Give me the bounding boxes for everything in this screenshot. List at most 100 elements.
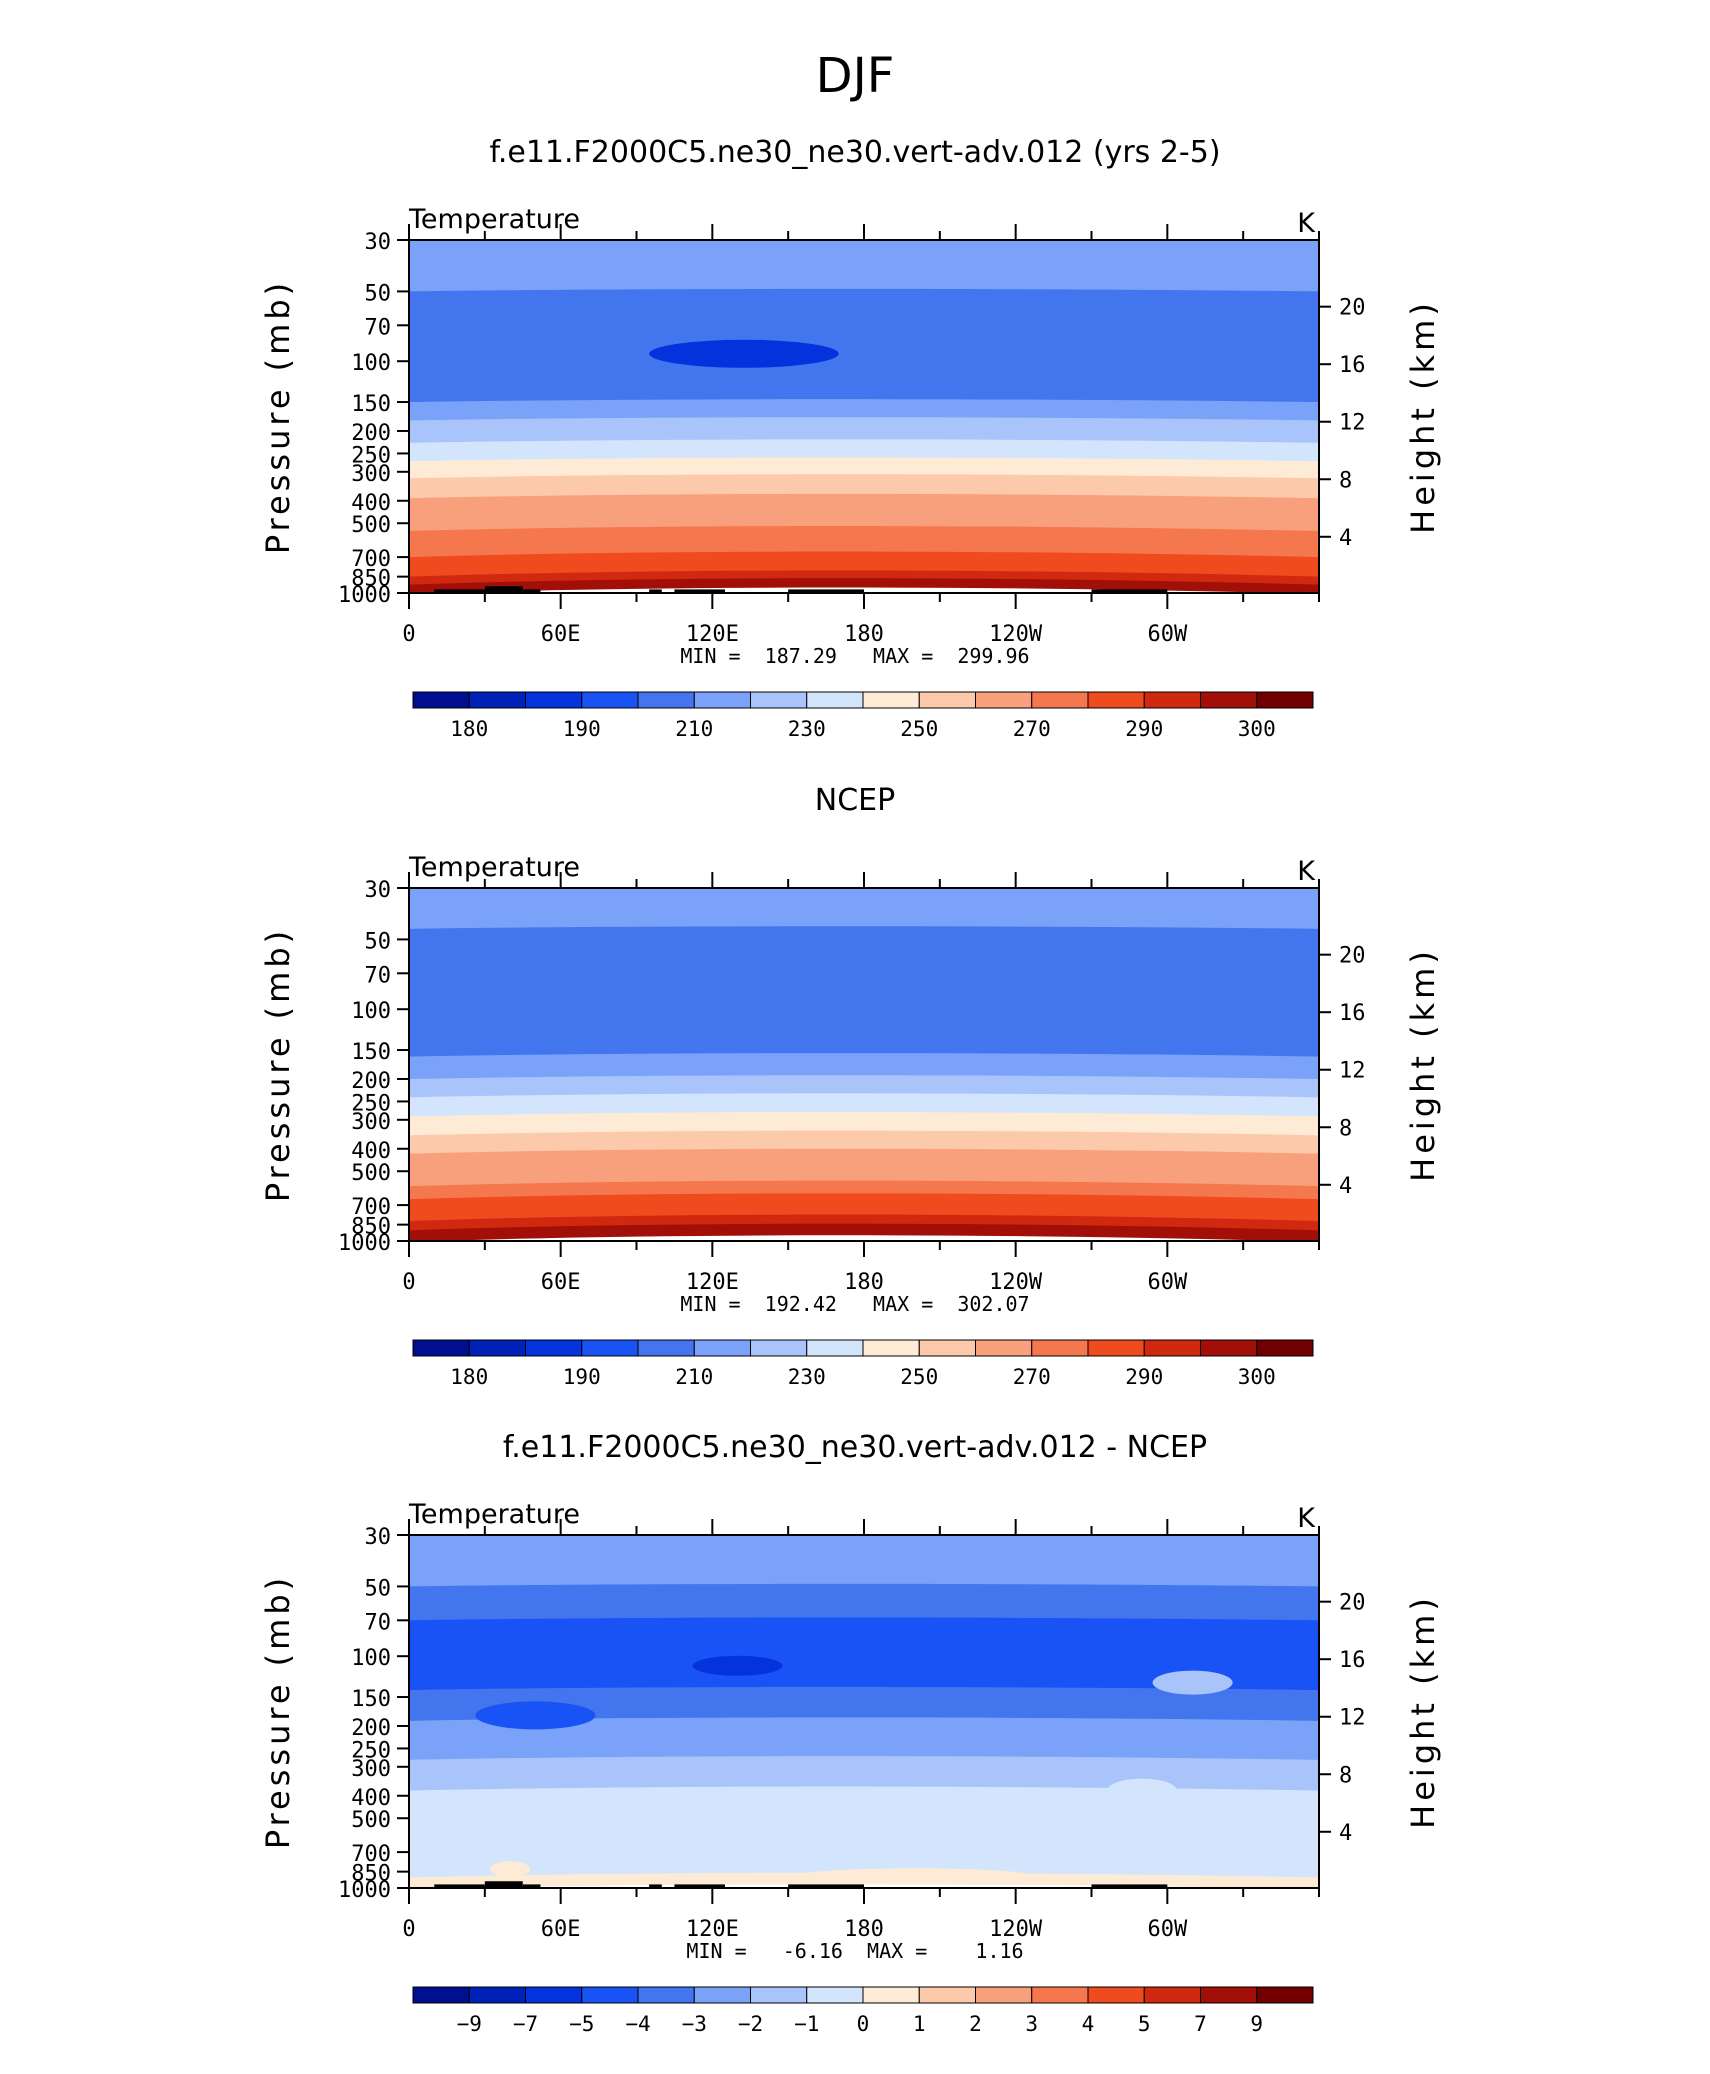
colorbar-box [1087,1339,1145,1357]
colorbar-box [693,1339,751,1357]
colorbar-label: 1 [913,2012,926,2036]
colorbar-label: 290 [1125,717,1163,741]
y-tick-label: 1000 [338,1231,391,1256]
panel-title: NCEP [815,783,895,818]
y-right-tick-label: 12 [1339,1059,1366,1084]
y-right-tick-label: 16 [1339,1001,1366,1026]
colorbar-box [525,1339,583,1357]
field [409,240,1319,593]
y-tick-label: 250 [351,1738,391,1763]
colorbar-box [1256,1986,1314,2004]
colorbar-box [693,691,751,709]
colorbar-label: 190 [563,717,601,741]
y-tick-label: 400 [351,491,391,516]
topography [788,589,864,593]
y-tick-label: 300 [351,1110,391,1135]
cold-core [649,339,839,368]
y-tick-label: 250 [351,1091,391,1116]
contour-band [409,493,1319,516]
topography [1091,589,1168,593]
colorbar-box [750,1339,808,1357]
contour-band [409,1756,1319,1792]
colorbar-box [862,1339,920,1357]
anomaly-blob [490,1861,531,1878]
y-tick-label: 300 [351,1757,391,1782]
y-tick-label: 200 [351,1716,391,1741]
colorbar-label: 270 [1013,717,1051,741]
y-tick-label: 50 [365,281,392,306]
topography [522,1884,541,1888]
topography [649,589,662,593]
x-tick-label: 60E [541,1270,581,1295]
contour-band [409,399,1319,422]
y-tick-label: 400 [351,1139,391,1164]
colorbar-box [975,691,1033,709]
figure-title: DJF [816,48,895,104]
x-tick-label: 120W [989,1270,1043,1295]
anomaly-blob [1107,1778,1178,1803]
colorbar-box [750,691,808,709]
x-tick-label: 0 [402,1270,415,1295]
colorbar-box [1143,1986,1201,2004]
y-tick-label: 150 [351,1040,391,1065]
topography [434,1884,485,1888]
y-tick-label: 500 [351,1161,391,1186]
topography [522,589,541,593]
colorbar-box [1256,691,1314,709]
y-tick-label: 30 [365,230,392,255]
stats-label: MIN = 192.42 MAX = 302.07 [680,1292,1029,1316]
contour-band [409,1717,1319,1761]
topography [1091,1884,1168,1888]
x-tick-label: 120E [686,1270,739,1295]
field [409,1535,1319,1888]
panels: f.e11.F2000C5.ne30_ne30.vert-adv.012 (yr… [259,135,1442,2036]
colorbar-label: 300 [1238,717,1276,741]
y-right-tick-label: 8 [1339,1116,1352,1141]
contour-band [409,888,1319,930]
y-right-tick-label: 12 [1339,1706,1366,1731]
x-tick-label: 60W [1147,622,1187,647]
colorbar-box [637,1339,695,1357]
contour-band [409,1130,1319,1155]
x-tick-label: 60E [541,622,581,647]
y-right-tick-label: 4 [1339,1174,1352,1199]
contour-band [409,417,1319,444]
x-tick-label: 0 [402,1917,415,1942]
contour-band [409,926,1319,967]
contour-band [409,1686,1319,1722]
y-tick-label: 50 [365,1576,392,1601]
colorbar-label: 5 [1138,2012,1151,2036]
y-tick-label: 50 [365,929,392,954]
colorbar-box [1256,1339,1314,1357]
y-tick-label: 1000 [338,1878,391,1903]
colorbar-box [750,1986,808,2004]
contour-band [409,962,1319,1029]
colorbar-label: 250 [900,1365,938,1389]
contour-band [409,1223,1319,1241]
y-right-tick-label: 20 [1339,1591,1366,1616]
colorbar-box [806,691,864,709]
colorbar-box [468,1986,526,2004]
stats-label: MIN = 187.29 MAX = 299.96 [680,644,1029,668]
y-right-axis-title: Height (km) [1404,1594,1442,1829]
x-tick-label: 120E [686,622,739,647]
topography [649,1884,662,1888]
colorbar-box [1143,1339,1201,1357]
colorbar-box [1200,691,1258,709]
colorbar-box [918,1339,976,1357]
colorbar-label: 190 [563,1365,601,1389]
panel-3: f.e11.F2000C5.ne30_ne30.vert-adv.012 - N… [259,1430,1442,2036]
x-tick-label: 180 [844,1270,884,1295]
colorbar-label: 230 [788,717,826,741]
colorbar-box [581,1986,639,2004]
contour-band [409,1847,1319,1879]
y-tick-label: 100 [351,1646,391,1671]
colorbar-label: −4 [625,2012,650,2036]
y-tick-label: 250 [351,443,391,468]
y-right-axis-title: Height (km) [1404,299,1442,534]
colorbar-label: −2 [738,2012,763,2036]
y-right-tick-label: 20 [1339,944,1366,969]
topography [674,1884,725,1888]
y-tick-label: 700 [351,1842,391,1867]
